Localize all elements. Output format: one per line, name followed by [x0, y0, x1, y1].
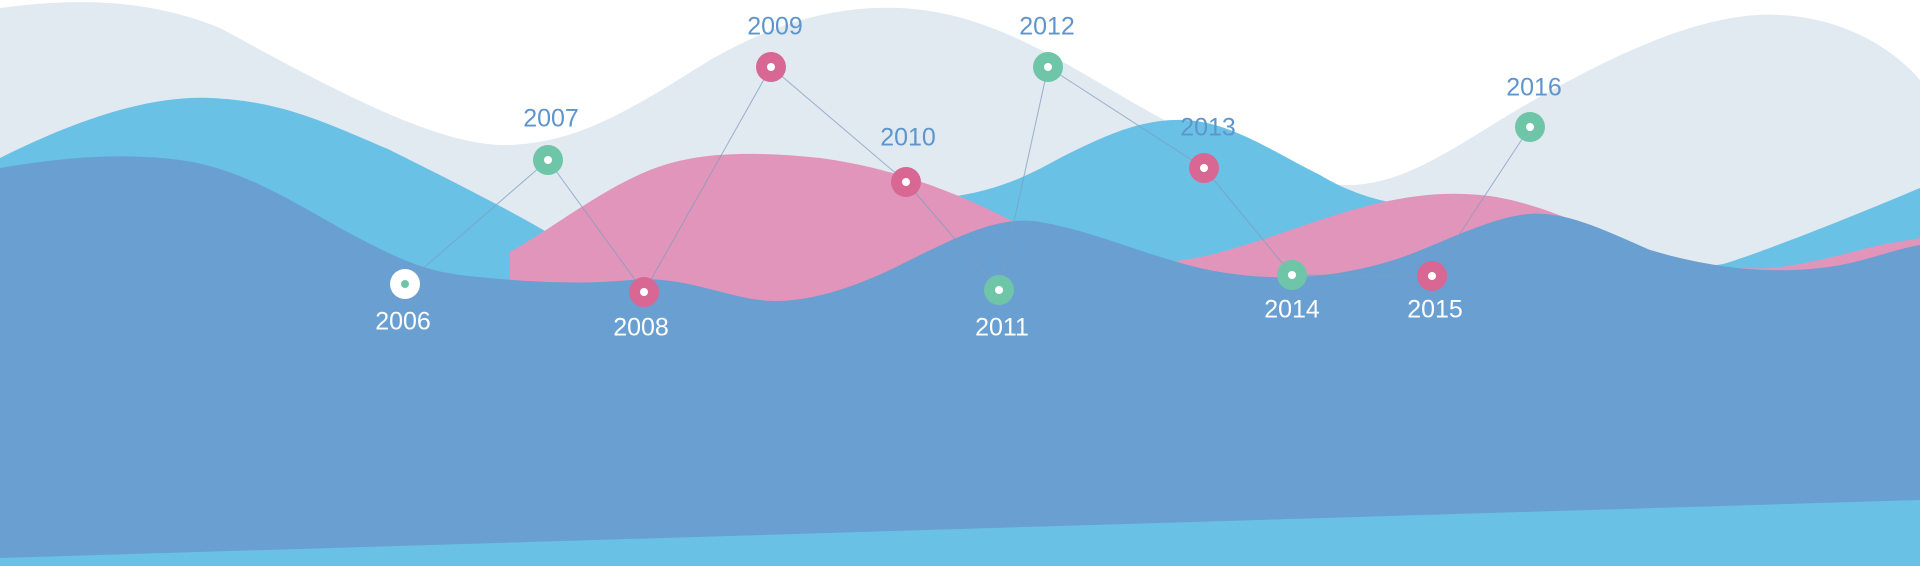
year-label-2009: 2009	[747, 13, 803, 41]
connector-line	[1047, 66, 1205, 169]
milestone-marker-2008[interactable]	[629, 277, 659, 307]
milestone-marker-2015[interactable]	[1417, 261, 1447, 291]
wave-cyan-base	[0, 500, 1920, 566]
connector-line	[404, 159, 549, 285]
milestone-marker-2012[interactable]	[1033, 52, 1063, 82]
marker-dot	[640, 288, 648, 296]
year-label-2010: 2010	[880, 124, 936, 152]
milestone-marker-2007[interactable]	[533, 145, 563, 175]
milestone-marker-2016[interactable]	[1515, 112, 1545, 142]
connector-line	[770, 66, 907, 183]
year-labels: 2006 2007 2008 2009 2010 2011 2012 2013 2014 2015…	[375, 13, 1562, 342]
year-label-2012: 2012	[1019, 13, 1075, 41]
milestone-marker-2011[interactable]	[984, 275, 1014, 305]
marker-dot	[1044, 63, 1052, 71]
year-label-2016: 2016	[1506, 74, 1562, 102]
marker-dot	[1428, 272, 1436, 280]
marker-dot	[1526, 123, 1534, 131]
marker-dot	[544, 156, 552, 164]
milestone-marker-2014[interactable]	[1277, 260, 1307, 290]
wave-blue	[0, 156, 1920, 566]
marker-dot	[995, 286, 1003, 294]
connector-line	[998, 66, 1049, 291]
marker-dot	[401, 280, 409, 288]
milestone-markers	[390, 52, 1545, 307]
connector-line	[1291, 274, 1433, 277]
year-label-2007: 2007	[523, 105, 579, 133]
connector-lines	[404, 66, 1531, 293]
marker-dot	[767, 63, 775, 71]
milestone-marker-2010[interactable]	[891, 167, 921, 197]
connector-line	[1431, 126, 1531, 277]
year-label-2014: 2014	[1264, 296, 1320, 324]
year-label-2008: 2008	[613, 314, 669, 342]
connector-line	[547, 159, 645, 293]
year-label-2013: 2013	[1180, 114, 1236, 142]
connector-line	[905, 181, 1000, 291]
year-label-2011: 2011	[975, 314, 1029, 342]
milestone-marker-2013[interactable]	[1189, 153, 1219, 183]
marker-dot	[1200, 164, 1208, 172]
milestone-marker-2009[interactable]	[756, 52, 786, 82]
connector-line	[1203, 167, 1293, 276]
year-label-2006: 2006	[375, 308, 431, 336]
milestone-marker-2006[interactable]	[390, 269, 420, 299]
marker-dot	[902, 178, 910, 186]
connector-line	[643, 66, 772, 293]
year-label-2015: 2015	[1407, 296, 1463, 324]
marker-dot	[1288, 271, 1296, 279]
